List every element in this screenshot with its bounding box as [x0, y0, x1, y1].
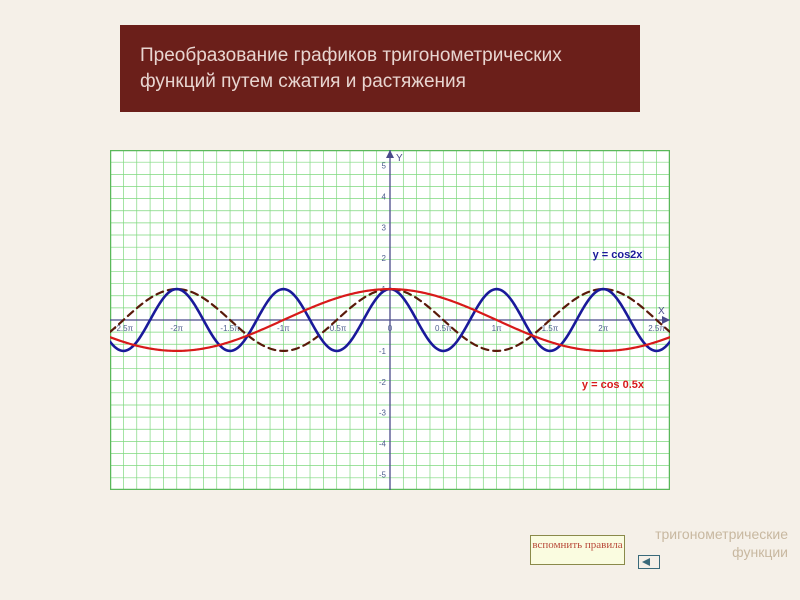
svg-text:y = cos2x: y = cos2x	[593, 249, 644, 261]
trig-functions-label: тригонометрические функции	[655, 526, 788, 560]
chart-container: X Y -2.5π -2π -1.5π -1π -0.5π 0 0.5π 1π 1.5π 2π 2.5π…	[110, 150, 670, 490]
svg-text:-2π: -2π	[170, 324, 183, 333]
svg-text:-4: -4	[379, 440, 387, 449]
trig-functions-link[interactable]: тригонометрические функции	[638, 525, 788, 561]
svg-text:5: 5	[382, 161, 387, 170]
svg-text:-2: -2	[379, 378, 387, 387]
svg-text:-0.5π: -0.5π	[327, 324, 347, 333]
svg-text:3: 3	[382, 223, 387, 232]
svg-text:X: X	[658, 306, 665, 317]
remember-rules-label: вспомнить правила	[532, 539, 622, 551]
svg-text:-3: -3	[379, 409, 387, 418]
svg-text:-1.5π: -1.5π	[220, 324, 240, 333]
svg-text:Y: Y	[396, 153, 403, 164]
trig-chart: X Y -2.5π -2π -1.5π -1π -0.5π 0 0.5π 1π 1.5π 2π 2.5π…	[110, 150, 670, 490]
back-arrow-icon[interactable]	[638, 555, 660, 569]
svg-text:2π: 2π	[598, 324, 608, 333]
svg-text:1π: 1π	[492, 324, 502, 333]
svg-text:2: 2	[382, 254, 387, 263]
remember-rules-button[interactable]: вспомнить правила	[530, 535, 625, 565]
svg-text:-1: -1	[379, 347, 387, 356]
svg-text:0: 0	[388, 324, 393, 333]
svg-text:-1π: -1π	[277, 324, 290, 333]
svg-text:4: 4	[382, 192, 387, 201]
slide-title: Преобразование графиков тригонометрическ…	[120, 25, 640, 112]
svg-text:y = cos 0.5x: y = cos 0.5x	[582, 379, 645, 391]
svg-text:1.5π: 1.5π	[542, 324, 559, 333]
svg-text:0.5π: 0.5π	[435, 324, 452, 333]
svg-text:-2.5π: -2.5π	[114, 324, 134, 333]
svg-text:-5: -5	[379, 471, 387, 480]
svg-text:2.5π: 2.5π	[648, 324, 665, 333]
